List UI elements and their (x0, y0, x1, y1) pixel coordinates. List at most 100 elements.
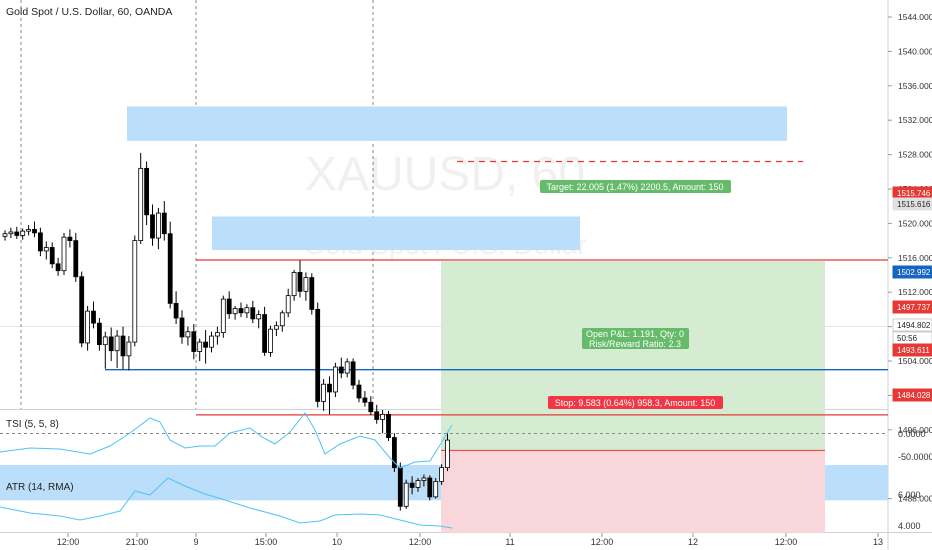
price-tick-label: 1488.000 (898, 494, 932, 504)
candle-body (439, 467, 445, 482)
price-tick-label: 1516.000 (898, 253, 932, 263)
candle-body (315, 308, 321, 402)
candle-body (167, 233, 173, 304)
tsi-label: TSI (5, 5, 8) (6, 419, 59, 430)
candle-body (279, 312, 285, 327)
candlestick-series (2, 152, 450, 511)
price-tick-label: 1496.000 (898, 425, 932, 435)
atr-tick-6: 6.000 (898, 490, 921, 500)
candle-body (61, 236, 67, 272)
time-tick-label: 21:00 (126, 537, 149, 547)
candle-body (49, 247, 55, 265)
candle-body (250, 307, 256, 320)
candle-body (273, 325, 279, 330)
candle-body (386, 413, 391, 438)
candle-body (67, 236, 73, 242)
candle-body (338, 366, 344, 374)
candle-body (409, 482, 415, 488)
atr-line (0, 477, 453, 529)
candle-body (445, 439, 450, 469)
pnl-label: Open P&L: 1.191, Qty: 0 (586, 329, 684, 339)
time-tick-label: 12 (688, 537, 698, 547)
tsi-line (0, 412, 453, 469)
price-tick-label: 1540.000 (898, 46, 932, 56)
time-tick-label: 15:00 (255, 537, 278, 547)
candle-body (374, 411, 380, 420)
atr-label: ATR (14, RMA) (6, 482, 74, 493)
pnl-label-box[interactable]: Open P&L: 1.191, Qty: 0 Risk/Reward Rati… (582, 328, 689, 349)
price-tag-bg (892, 388, 932, 402)
candle-body (433, 480, 439, 498)
stop-label-box[interactable]: Stop: 9.583 (0.64%) 958.3, Amount: 150 (548, 396, 723, 409)
candle-body (303, 277, 309, 292)
candle-body (20, 230, 26, 236)
candle-body (144, 167, 150, 216)
candle-body (91, 310, 96, 324)
session-dividers (20, 0, 374, 409)
candle-body (108, 336, 114, 352)
candle-body (214, 332, 220, 337)
candle-body (262, 314, 268, 353)
price-tick-label: 1528.000 (898, 150, 932, 160)
time-tick-label: 10 (332, 537, 342, 547)
time-axis[interactable]: 12:00 21:00 9 15:00 10 12:00 11 12:00 12 12:00 13 (57, 533, 883, 547)
candle-body (356, 384, 362, 399)
price-tag-label: 1497.737 (897, 303, 931, 312)
target-label-box[interactable]: Target: 22.005 (1.47%) 2200.5, Amount: 1… (540, 180, 731, 193)
zone-rect-0[interactable] (127, 106, 787, 141)
zone-rect-1[interactable] (212, 216, 580, 251)
candle-body (14, 231, 20, 236)
price-tick-label: 1536.000 (898, 81, 932, 91)
candle-body (415, 480, 421, 488)
candle-body (43, 247, 49, 252)
horizontal-levels[interactable] (105, 160, 888, 416)
candle-body (120, 335, 126, 357)
candle-body (203, 341, 209, 348)
candle-body (397, 467, 403, 507)
candle-body (26, 229, 32, 232)
candle-body (173, 302, 179, 319)
candle-body (126, 341, 132, 357)
candle-body (256, 314, 262, 320)
stop-zone[interactable] (441, 450, 825, 533)
candle-body (79, 276, 85, 344)
candle-body (155, 212, 161, 239)
candle-body (232, 308, 238, 315)
candle-body (344, 361, 350, 374)
time-tick-label: 12:00 (57, 537, 80, 547)
candle-body (191, 331, 197, 352)
candle-body (238, 308, 244, 314)
price-tick-label: 1512.000 (898, 287, 932, 297)
long-position-tool[interactable] (441, 261, 825, 533)
candle-body (327, 383, 332, 393)
candle-body (291, 272, 297, 297)
candle-body (197, 341, 203, 352)
candle-body (332, 366, 338, 393)
candle-body (114, 335, 120, 352)
time-tick-label: 12:00 (591, 537, 614, 547)
time-tick-label: 9 (193, 537, 198, 547)
target-zone[interactable] (441, 261, 825, 451)
price-tick-label: 1544.000 (898, 12, 932, 22)
candle-body (368, 401, 374, 413)
price-tag-label: 50:56 (897, 334, 918, 343)
price-tag-label: 1494.802 (897, 321, 931, 330)
tsi-tick-zero: 0.0000 (898, 429, 926, 439)
time-tick-label: 13 (873, 537, 883, 547)
candle-body (185, 331, 191, 338)
candle-body (362, 397, 368, 403)
candle-body (226, 298, 232, 315)
price-tag-label: 1502.992 (897, 268, 931, 277)
candle-body (8, 231, 14, 235)
candle-body (220, 298, 226, 334)
candle-body (321, 383, 327, 402)
price-tick-label: 1520.000 (898, 218, 932, 228)
watermark-symbol: XAUUSD, 60 (305, 148, 585, 201)
time-tick-label: 11 (505, 537, 514, 547)
candle-body (161, 212, 167, 235)
price-tag-label: 1515.616 (897, 200, 931, 209)
candle-body (350, 361, 356, 386)
candle-body (73, 240, 79, 278)
candle-body (102, 336, 108, 346)
